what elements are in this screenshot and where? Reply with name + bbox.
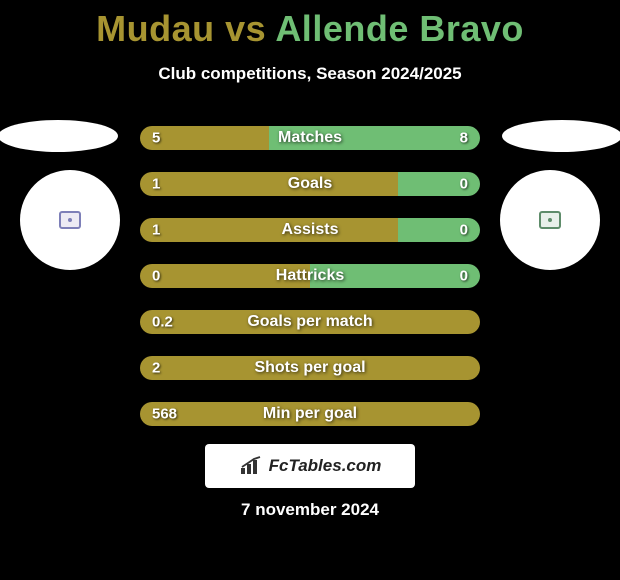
- stat-row: 5 8 Matches: [140, 126, 480, 150]
- subtitle: Club competitions, Season 2024/2025: [0, 64, 620, 84]
- page-title: Mudau vs Allende Bravo: [0, 0, 620, 50]
- stat-right-value: 8: [460, 130, 468, 147]
- stat-left-value: 0: [152, 268, 160, 285]
- stats-bars: 5 8 Matches 1 0 Goals 1 0 Assists 0 0 Hattricks 0.2 G…: [140, 126, 480, 448]
- stat-right-value: 0: [460, 268, 468, 285]
- stat-bar-left-segment: [140, 172, 398, 196]
- stat-left-value: 568: [152, 406, 177, 423]
- stat-label: Goals per match: [247, 313, 372, 331]
- player2-badge: [500, 170, 600, 270]
- player1-ellipse: [0, 120, 118, 152]
- stat-row: 568 Min per goal: [140, 402, 480, 426]
- footer-date: 7 november 2024: [241, 500, 379, 520]
- player2-badge-icon: [539, 211, 561, 229]
- player2-ellipse: [502, 120, 620, 152]
- stat-row: 0.2 Goals per match: [140, 310, 480, 334]
- stat-label: Min per goal: [263, 405, 357, 423]
- stat-row: 2 Shots per goal: [140, 356, 480, 380]
- stat-label: Shots per goal: [254, 359, 365, 377]
- stat-label: Assists: [282, 221, 339, 239]
- player1-badge-icon: [59, 211, 81, 229]
- stat-bar-left-segment: [140, 218, 398, 242]
- stat-row: 0 0 Hattricks: [140, 264, 480, 288]
- brand-text: FcTables.com: [269, 456, 382, 476]
- stat-left-value: 5: [152, 130, 160, 147]
- stat-right-value: 0: [460, 176, 468, 193]
- stat-label: Hattricks: [276, 267, 344, 285]
- stat-label: Goals: [288, 175, 332, 193]
- player2-name: Allende Bravo: [275, 8, 524, 49]
- player1-name: Mudau: [96, 8, 214, 49]
- chart-icon: [239, 456, 263, 476]
- stat-row: 1 0 Assists: [140, 218, 480, 242]
- stat-row: 1 0 Goals: [140, 172, 480, 196]
- stat-left-value: 1: [152, 222, 160, 239]
- stat-left-value: 1: [152, 176, 160, 193]
- brand-badge: FcTables.com: [205, 444, 415, 488]
- stat-left-value: 0.2: [152, 314, 173, 331]
- stat-right-value: 0: [460, 222, 468, 239]
- stat-label: Matches: [278, 129, 342, 147]
- player1-badge: [20, 170, 120, 270]
- stat-left-value: 2: [152, 360, 160, 377]
- vs-text: vs: [225, 8, 266, 49]
